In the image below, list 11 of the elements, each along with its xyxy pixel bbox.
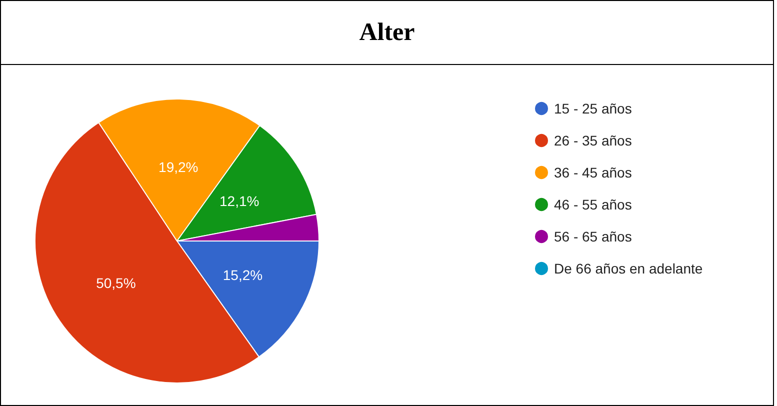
data-label: 19,2% (158, 159, 198, 176)
chart-title: Alter (1, 1, 773, 65)
legend-label: 26 - 35 años (554, 132, 632, 148)
legend-label: 15 - 25 años (554, 100, 632, 116)
legend-label: De 66 años en adelante (554, 260, 703, 276)
legend-label: 56 - 65 años (554, 228, 632, 244)
data-label: 12,1% (220, 193, 260, 210)
data-label: 50,5% (96, 274, 136, 291)
legend-label: 36 - 45 años (554, 164, 632, 180)
legend-label: 46 - 55 años (554, 196, 632, 212)
data-label: 15,2% (222, 267, 263, 284)
